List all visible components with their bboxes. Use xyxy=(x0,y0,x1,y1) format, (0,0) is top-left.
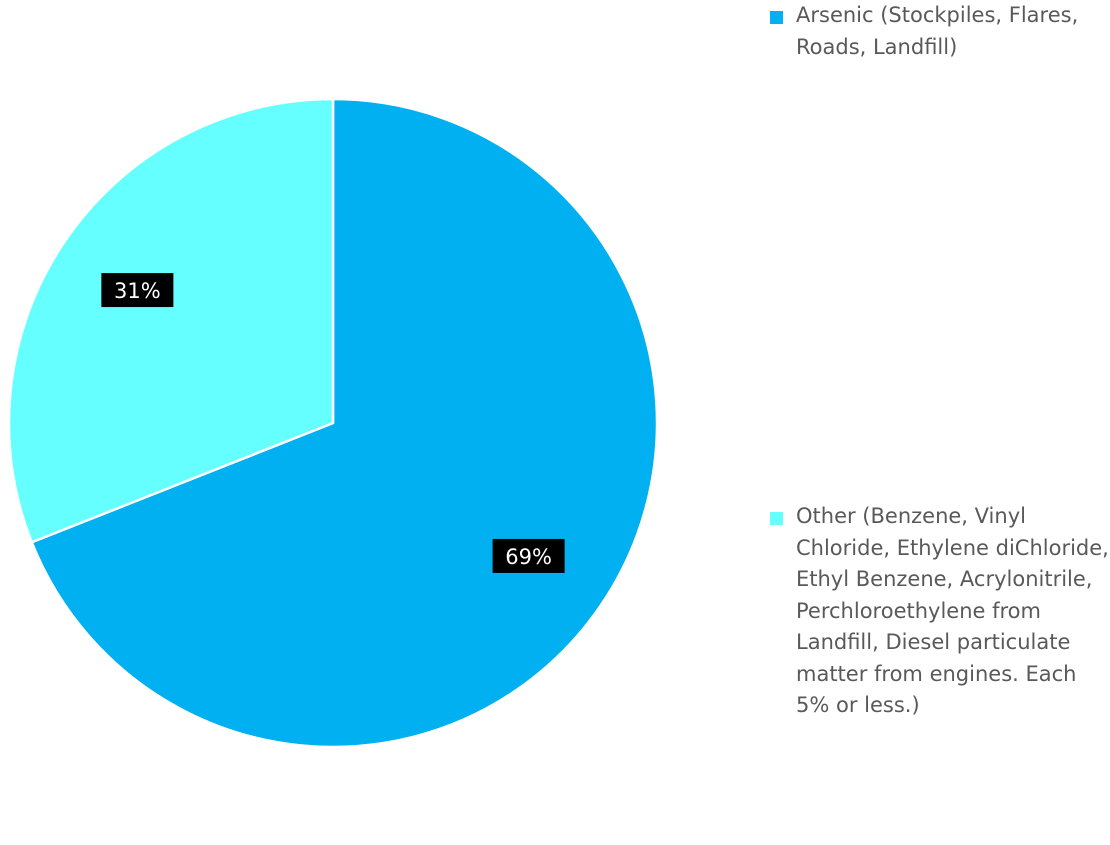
data-label-arsenic: 69% xyxy=(492,538,565,573)
data-label-other-box xyxy=(101,273,174,308)
data-label-other-text: 31% xyxy=(114,279,161,303)
data-label-other: 31% xyxy=(101,273,174,308)
legend-label-arsenic: Arsenic (Stockpiles, Flares, Roads, Land… xyxy=(796,3,1079,59)
legend-item-other: Other (Benzene, Vinyl Chloride, Ethylene… xyxy=(770,501,1110,722)
legend-swatch-arsenic xyxy=(770,11,783,24)
data-label-arsenic-text: 69% xyxy=(505,545,552,569)
data-label-arsenic-box xyxy=(492,538,565,573)
legend-swatch-other xyxy=(770,512,783,525)
pie-slice-arsenic xyxy=(30,97,659,749)
pie-chart: 69% 31% xyxy=(7,97,659,749)
legend-item-arsenic: Arsenic (Stockpiles, Flares, Roads, Land… xyxy=(770,0,1110,63)
pie-slice-other xyxy=(7,97,335,544)
legend-label-other: Other (Benzene, Vinyl Chloride, Ethylene… xyxy=(796,504,1109,717)
